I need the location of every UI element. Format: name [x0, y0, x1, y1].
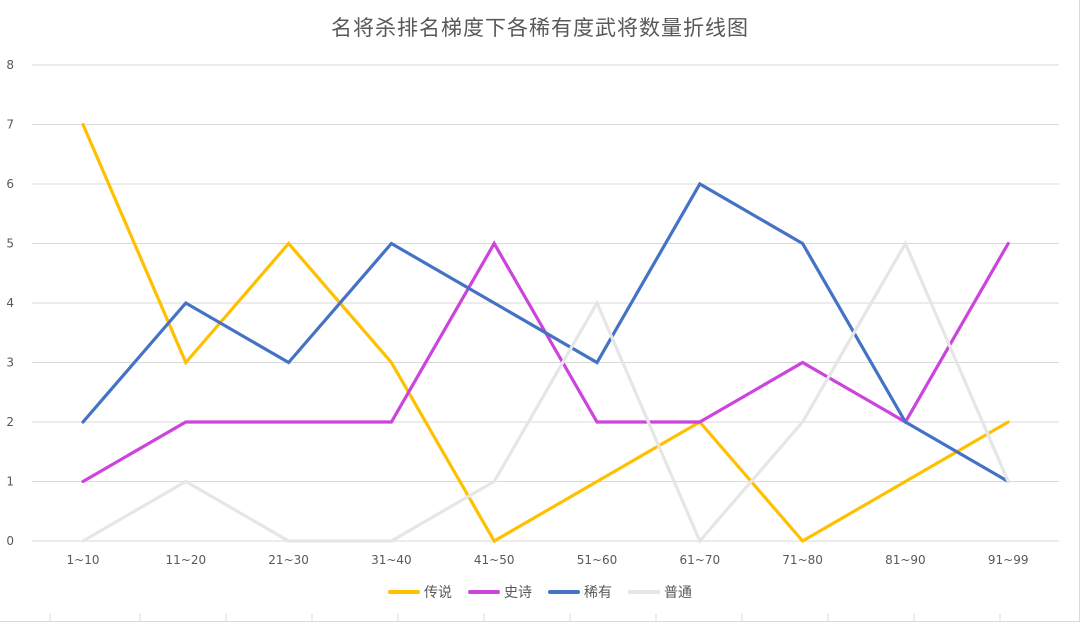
legend-swatch — [628, 590, 660, 594]
x-tick-label: 71~80 — [782, 553, 823, 567]
y-tick-label: 3 — [6, 356, 14, 370]
x-tick-label: 81~90 — [885, 553, 926, 567]
legend-swatch — [388, 590, 420, 594]
legend: 传说 史诗 稀有 普通 — [0, 582, 1080, 602]
y-tick-label: 2 — [6, 415, 14, 429]
legend-item-shishi[interactable]: 史诗 — [468, 582, 532, 602]
x-tick-label: 61~70 — [680, 553, 721, 567]
x-tick-label: 31~40 — [371, 553, 412, 567]
y-tick-label: 6 — [6, 177, 14, 191]
legend-item-chuanshuo[interactable]: 传说 — [388, 582, 452, 602]
legend-swatch — [468, 590, 500, 594]
legend-item-putong[interactable]: 普通 — [628, 582, 692, 602]
x-axis-ticks: 1~10 11~20 21~30 31~40 41~50 51~60 61~70 71~80 8… — [67, 553, 1029, 567]
y-tick-label: 0 — [6, 534, 14, 548]
sheet-column-ticks — [49, 614, 1001, 622]
y-tick-label: 4 — [6, 296, 14, 310]
x-tick-label: 21~30 — [268, 553, 309, 567]
chart-title: 名将杀排名梯度下各稀有度武将数量折线图 — [331, 16, 749, 40]
series-line-0[interactable] — [81, 122, 1010, 544]
x-tick-label: 1~10 — [67, 553, 100, 567]
legend-item-xiyou[interactable]: 稀有 — [548, 582, 612, 602]
legend-label: 传说 — [424, 585, 452, 601]
legend-swatch — [548, 590, 580, 594]
x-tick-label: 41~50 — [474, 553, 515, 567]
y-tick-label: 7 — [6, 118, 14, 132]
legend-label: 稀有 — [584, 585, 612, 601]
x-tick-label: 91~99 — [988, 553, 1029, 567]
series-line-2[interactable] — [81, 181, 1010, 484]
legend-label: 普通 — [664, 585, 692, 601]
y-tick-label: 1 — [6, 475, 14, 489]
y-tick-label: 8 — [6, 58, 14, 72]
legend-label: 史诗 — [504, 585, 532, 601]
x-tick-label: 51~60 — [577, 553, 618, 567]
series-line-3[interactable] — [81, 239, 1010, 544]
series-lines — [81, 122, 1010, 544]
x-tick-label: 11~20 — [166, 553, 207, 567]
y-tick-label: 5 — [6, 237, 14, 251]
y-axis-ticks: 0 1 2 3 4 5 6 7 8 — [6, 58, 14, 548]
